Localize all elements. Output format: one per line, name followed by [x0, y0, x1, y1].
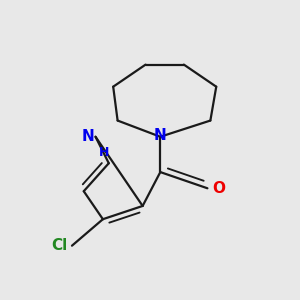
Text: H: H	[99, 146, 109, 159]
Text: O: O	[213, 181, 226, 196]
Text: Cl: Cl	[51, 238, 68, 253]
Text: N: N	[81, 129, 94, 144]
Text: N: N	[154, 128, 167, 143]
